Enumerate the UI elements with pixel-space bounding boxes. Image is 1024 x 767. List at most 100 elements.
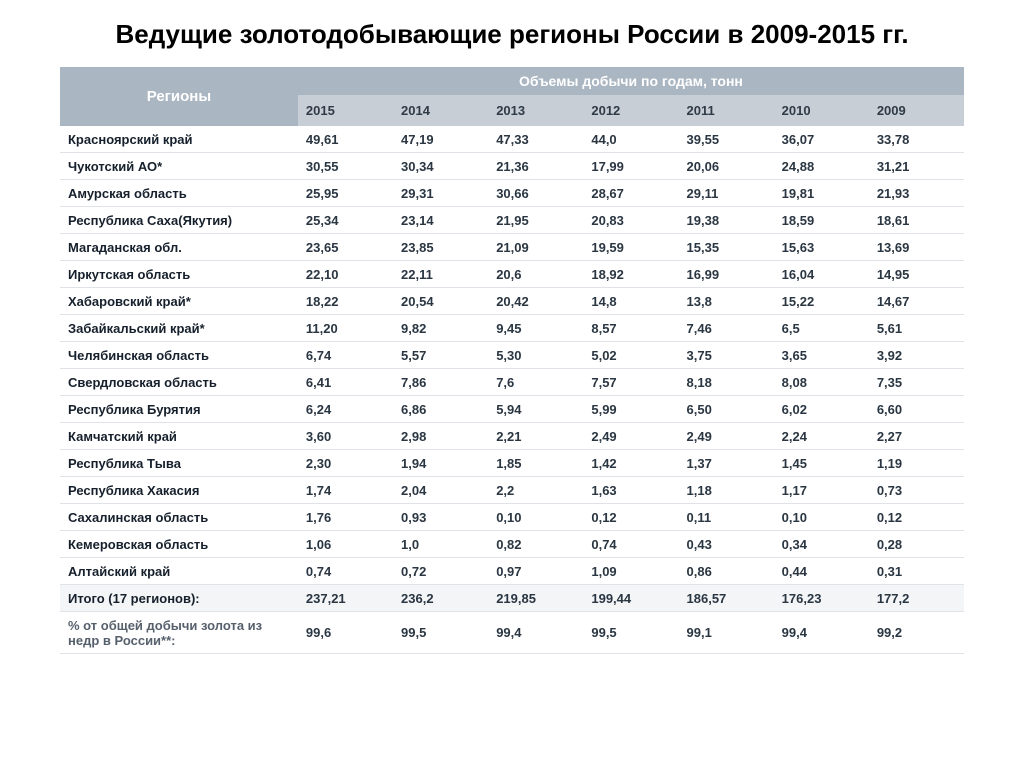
value-cell: 18,61 bbox=[869, 206, 964, 233]
value-cell: 44,0 bbox=[583, 126, 678, 153]
value-cell: 20,6 bbox=[488, 260, 583, 287]
value-cell: 20,54 bbox=[393, 287, 488, 314]
value-cell: 6,86 bbox=[393, 395, 488, 422]
value-cell: 199,44 bbox=[583, 584, 678, 611]
region-cell: Забайкальский край* bbox=[60, 314, 298, 341]
value-cell: 0,44 bbox=[774, 557, 869, 584]
value-cell: 15,35 bbox=[679, 233, 774, 260]
value-cell: 22,11 bbox=[393, 260, 488, 287]
value-cell: 47,19 bbox=[393, 126, 488, 153]
value-cell: 6,5 bbox=[774, 314, 869, 341]
value-cell: 29,31 bbox=[393, 179, 488, 206]
value-cell: 6,41 bbox=[298, 368, 393, 395]
table-row: Сахалинская область1,760,930,100,120,110… bbox=[60, 503, 964, 530]
value-cell: 7,35 bbox=[869, 368, 964, 395]
value-cell: 21,95 bbox=[488, 206, 583, 233]
table-row: Иркутская область22,1022,1120,618,9216,9… bbox=[60, 260, 964, 287]
value-cell: 1,76 bbox=[298, 503, 393, 530]
value-cell: 237,21 bbox=[298, 584, 393, 611]
value-cell: 8,18 bbox=[679, 368, 774, 395]
value-cell: 3,60 bbox=[298, 422, 393, 449]
value-cell: 5,61 bbox=[869, 314, 964, 341]
value-cell: 6,60 bbox=[869, 395, 964, 422]
value-cell: 99,6 bbox=[298, 611, 393, 653]
table-row: Хабаровский край*18,2220,5420,4214,813,8… bbox=[60, 287, 964, 314]
region-cell: Итого (17 регионов): bbox=[60, 584, 298, 611]
value-cell: 0,86 bbox=[679, 557, 774, 584]
table-row: Республика Саха(Якутия)25,3423,1421,9520… bbox=[60, 206, 964, 233]
region-cell: Кемеровская область bbox=[60, 530, 298, 557]
value-cell: 23,14 bbox=[393, 206, 488, 233]
value-cell: 0,34 bbox=[774, 530, 869, 557]
value-cell: 3,65 bbox=[774, 341, 869, 368]
table-row: Алтайский край0,740,720,971,090,860,440,… bbox=[60, 557, 964, 584]
value-cell: 23,85 bbox=[393, 233, 488, 260]
value-cell: 25,95 bbox=[298, 179, 393, 206]
value-cell: 30,34 bbox=[393, 152, 488, 179]
value-cell: 0,73 bbox=[869, 476, 964, 503]
value-cell: 23,65 bbox=[298, 233, 393, 260]
value-cell: 5,99 bbox=[583, 395, 678, 422]
value-cell: 24,88 bbox=[774, 152, 869, 179]
table-row: Чукотский АО*30,5530,3421,3617,9920,0624… bbox=[60, 152, 964, 179]
value-cell: 99,5 bbox=[583, 611, 678, 653]
value-cell: 2,98 bbox=[393, 422, 488, 449]
table-row: Свердловская область6,417,867,67,578,188… bbox=[60, 368, 964, 395]
value-cell: 0,31 bbox=[869, 557, 964, 584]
value-cell: 0,28 bbox=[869, 530, 964, 557]
table-row: Красноярский край49,6147,1947,3344,039,5… bbox=[60, 126, 964, 153]
value-cell: 47,33 bbox=[488, 126, 583, 153]
value-cell: 20,42 bbox=[488, 287, 583, 314]
value-cell: 99,2 bbox=[869, 611, 964, 653]
year-header: 2013 bbox=[488, 95, 583, 126]
value-cell: 2,30 bbox=[298, 449, 393, 476]
value-cell: 29,11 bbox=[679, 179, 774, 206]
value-cell: 0,12 bbox=[869, 503, 964, 530]
value-cell: 236,2 bbox=[393, 584, 488, 611]
value-cell: 3,75 bbox=[679, 341, 774, 368]
value-cell: 19,59 bbox=[583, 233, 678, 260]
region-cell: Сахалинская область bbox=[60, 503, 298, 530]
value-cell: 2,2 bbox=[488, 476, 583, 503]
value-cell: 177,2 bbox=[869, 584, 964, 611]
region-cell: Республика Саха(Якутия) bbox=[60, 206, 298, 233]
value-cell: 1,63 bbox=[583, 476, 678, 503]
value-cell: 99,5 bbox=[393, 611, 488, 653]
region-cell: Свердловская область bbox=[60, 368, 298, 395]
value-cell: 0,97 bbox=[488, 557, 583, 584]
table-row: Республика Хакасия1,742,042,21,631,181,1… bbox=[60, 476, 964, 503]
gold-regions-table-wrap: Регионы Объемы добычи по годам, тонн 201… bbox=[60, 67, 964, 654]
year-header: 2010 bbox=[774, 95, 869, 126]
table-superheader-row: Регионы Объемы добычи по годам, тонн bbox=[60, 67, 964, 95]
region-cell: Красноярский край bbox=[60, 126, 298, 153]
value-cell: 19,81 bbox=[774, 179, 869, 206]
value-cell: 0,74 bbox=[583, 530, 678, 557]
value-cell: 5,94 bbox=[488, 395, 583, 422]
value-cell: 15,63 bbox=[774, 233, 869, 260]
value-cell: 1,37 bbox=[679, 449, 774, 476]
value-cell: 14,95 bbox=[869, 260, 964, 287]
value-cell: 7,86 bbox=[393, 368, 488, 395]
region-cell: Челябинская область bbox=[60, 341, 298, 368]
value-cell: 18,92 bbox=[583, 260, 678, 287]
value-cell: 18,59 bbox=[774, 206, 869, 233]
year-header: 2011 bbox=[679, 95, 774, 126]
value-cell: 19,38 bbox=[679, 206, 774, 233]
value-cell: 1,09 bbox=[583, 557, 678, 584]
value-cell: 1,94 bbox=[393, 449, 488, 476]
value-cell: 1,17 bbox=[774, 476, 869, 503]
value-cell: 14,67 bbox=[869, 287, 964, 314]
value-cell: 99,4 bbox=[774, 611, 869, 653]
table-row: Республика Тыва2,301,941,851,421,371,451… bbox=[60, 449, 964, 476]
value-cell: 6,24 bbox=[298, 395, 393, 422]
value-cell: 16,99 bbox=[679, 260, 774, 287]
value-cell: 0,11 bbox=[679, 503, 774, 530]
region-cell: Магаданская обл. bbox=[60, 233, 298, 260]
value-cell: 7,6 bbox=[488, 368, 583, 395]
value-cell: 1,85 bbox=[488, 449, 583, 476]
region-cell: Амурская область bbox=[60, 179, 298, 206]
value-cell: 219,85 bbox=[488, 584, 583, 611]
value-cell: 0,12 bbox=[583, 503, 678, 530]
table-row: Кемеровская область1,061,00,820,740,430,… bbox=[60, 530, 964, 557]
value-cell: 0,43 bbox=[679, 530, 774, 557]
